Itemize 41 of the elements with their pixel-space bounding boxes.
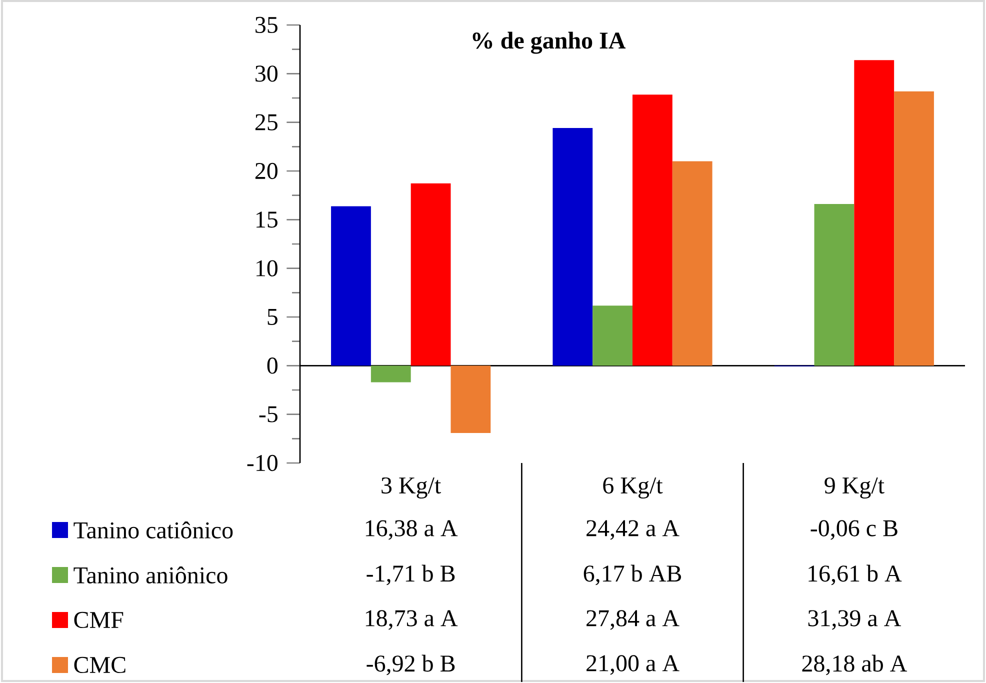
bar bbox=[552, 128, 593, 366]
bar bbox=[894, 91, 934, 366]
chart-title: % de ganho IA bbox=[472, 32, 626, 54]
data-label: -1,71 b B bbox=[366, 564, 455, 586]
data-label: 28,18 ab A bbox=[802, 654, 908, 676]
legend-label: CMF bbox=[74, 612, 124, 628]
x-tick-label: 9 Kg/t bbox=[824, 477, 884, 498]
y-tick-label: 25 bbox=[255, 114, 278, 130]
y-tick-label: 15 bbox=[256, 212, 278, 228]
data-label: 18,73 a A bbox=[366, 610, 458, 630]
bar bbox=[450, 366, 491, 433]
bar bbox=[672, 161, 712, 366]
legend-label: Tanino catiônico bbox=[74, 521, 233, 538]
data-label: -6,92 b B bbox=[366, 654, 455, 676]
bar bbox=[814, 204, 854, 366]
bar bbox=[410, 183, 451, 366]
data-label: 6,17 b AB bbox=[584, 564, 682, 586]
y-tick-label: 5 bbox=[268, 308, 278, 325]
data-label: 21,00 a A bbox=[586, 655, 680, 675]
data-label: 24,42 a A bbox=[586, 520, 680, 540]
y-tick-label: -10 bbox=[247, 454, 278, 471]
data-label: 16,61 b A bbox=[808, 564, 902, 586]
y-tick-label: 35 bbox=[256, 16, 278, 33]
data-label: 16,38 a A bbox=[366, 520, 458, 540]
bar bbox=[592, 306, 632, 366]
data-label: 31,39 a A bbox=[808, 610, 902, 630]
bar bbox=[632, 94, 672, 366]
y-tick-label: 20 bbox=[255, 162, 278, 180]
y-tick-label: 0 bbox=[267, 357, 278, 374]
legend-label: Tanino aniônico bbox=[74, 566, 228, 584]
data-label: 27,84 a A bbox=[586, 610, 680, 630]
y-tick-label: 10 bbox=[256, 260, 278, 276]
x-tick-label: 3 Kg/t bbox=[382, 477, 441, 498]
data-label: -0,06 c B bbox=[810, 520, 898, 540]
x-tick-label: 6 Kg/t bbox=[603, 477, 663, 498]
y-tick-label: 30 bbox=[256, 65, 278, 82]
legend-label: CMC bbox=[74, 656, 126, 673]
bar bbox=[854, 60, 894, 366]
y-tick-label: -5 bbox=[259, 406, 278, 422]
bar bbox=[331, 206, 371, 366]
bar bbox=[370, 366, 411, 382]
